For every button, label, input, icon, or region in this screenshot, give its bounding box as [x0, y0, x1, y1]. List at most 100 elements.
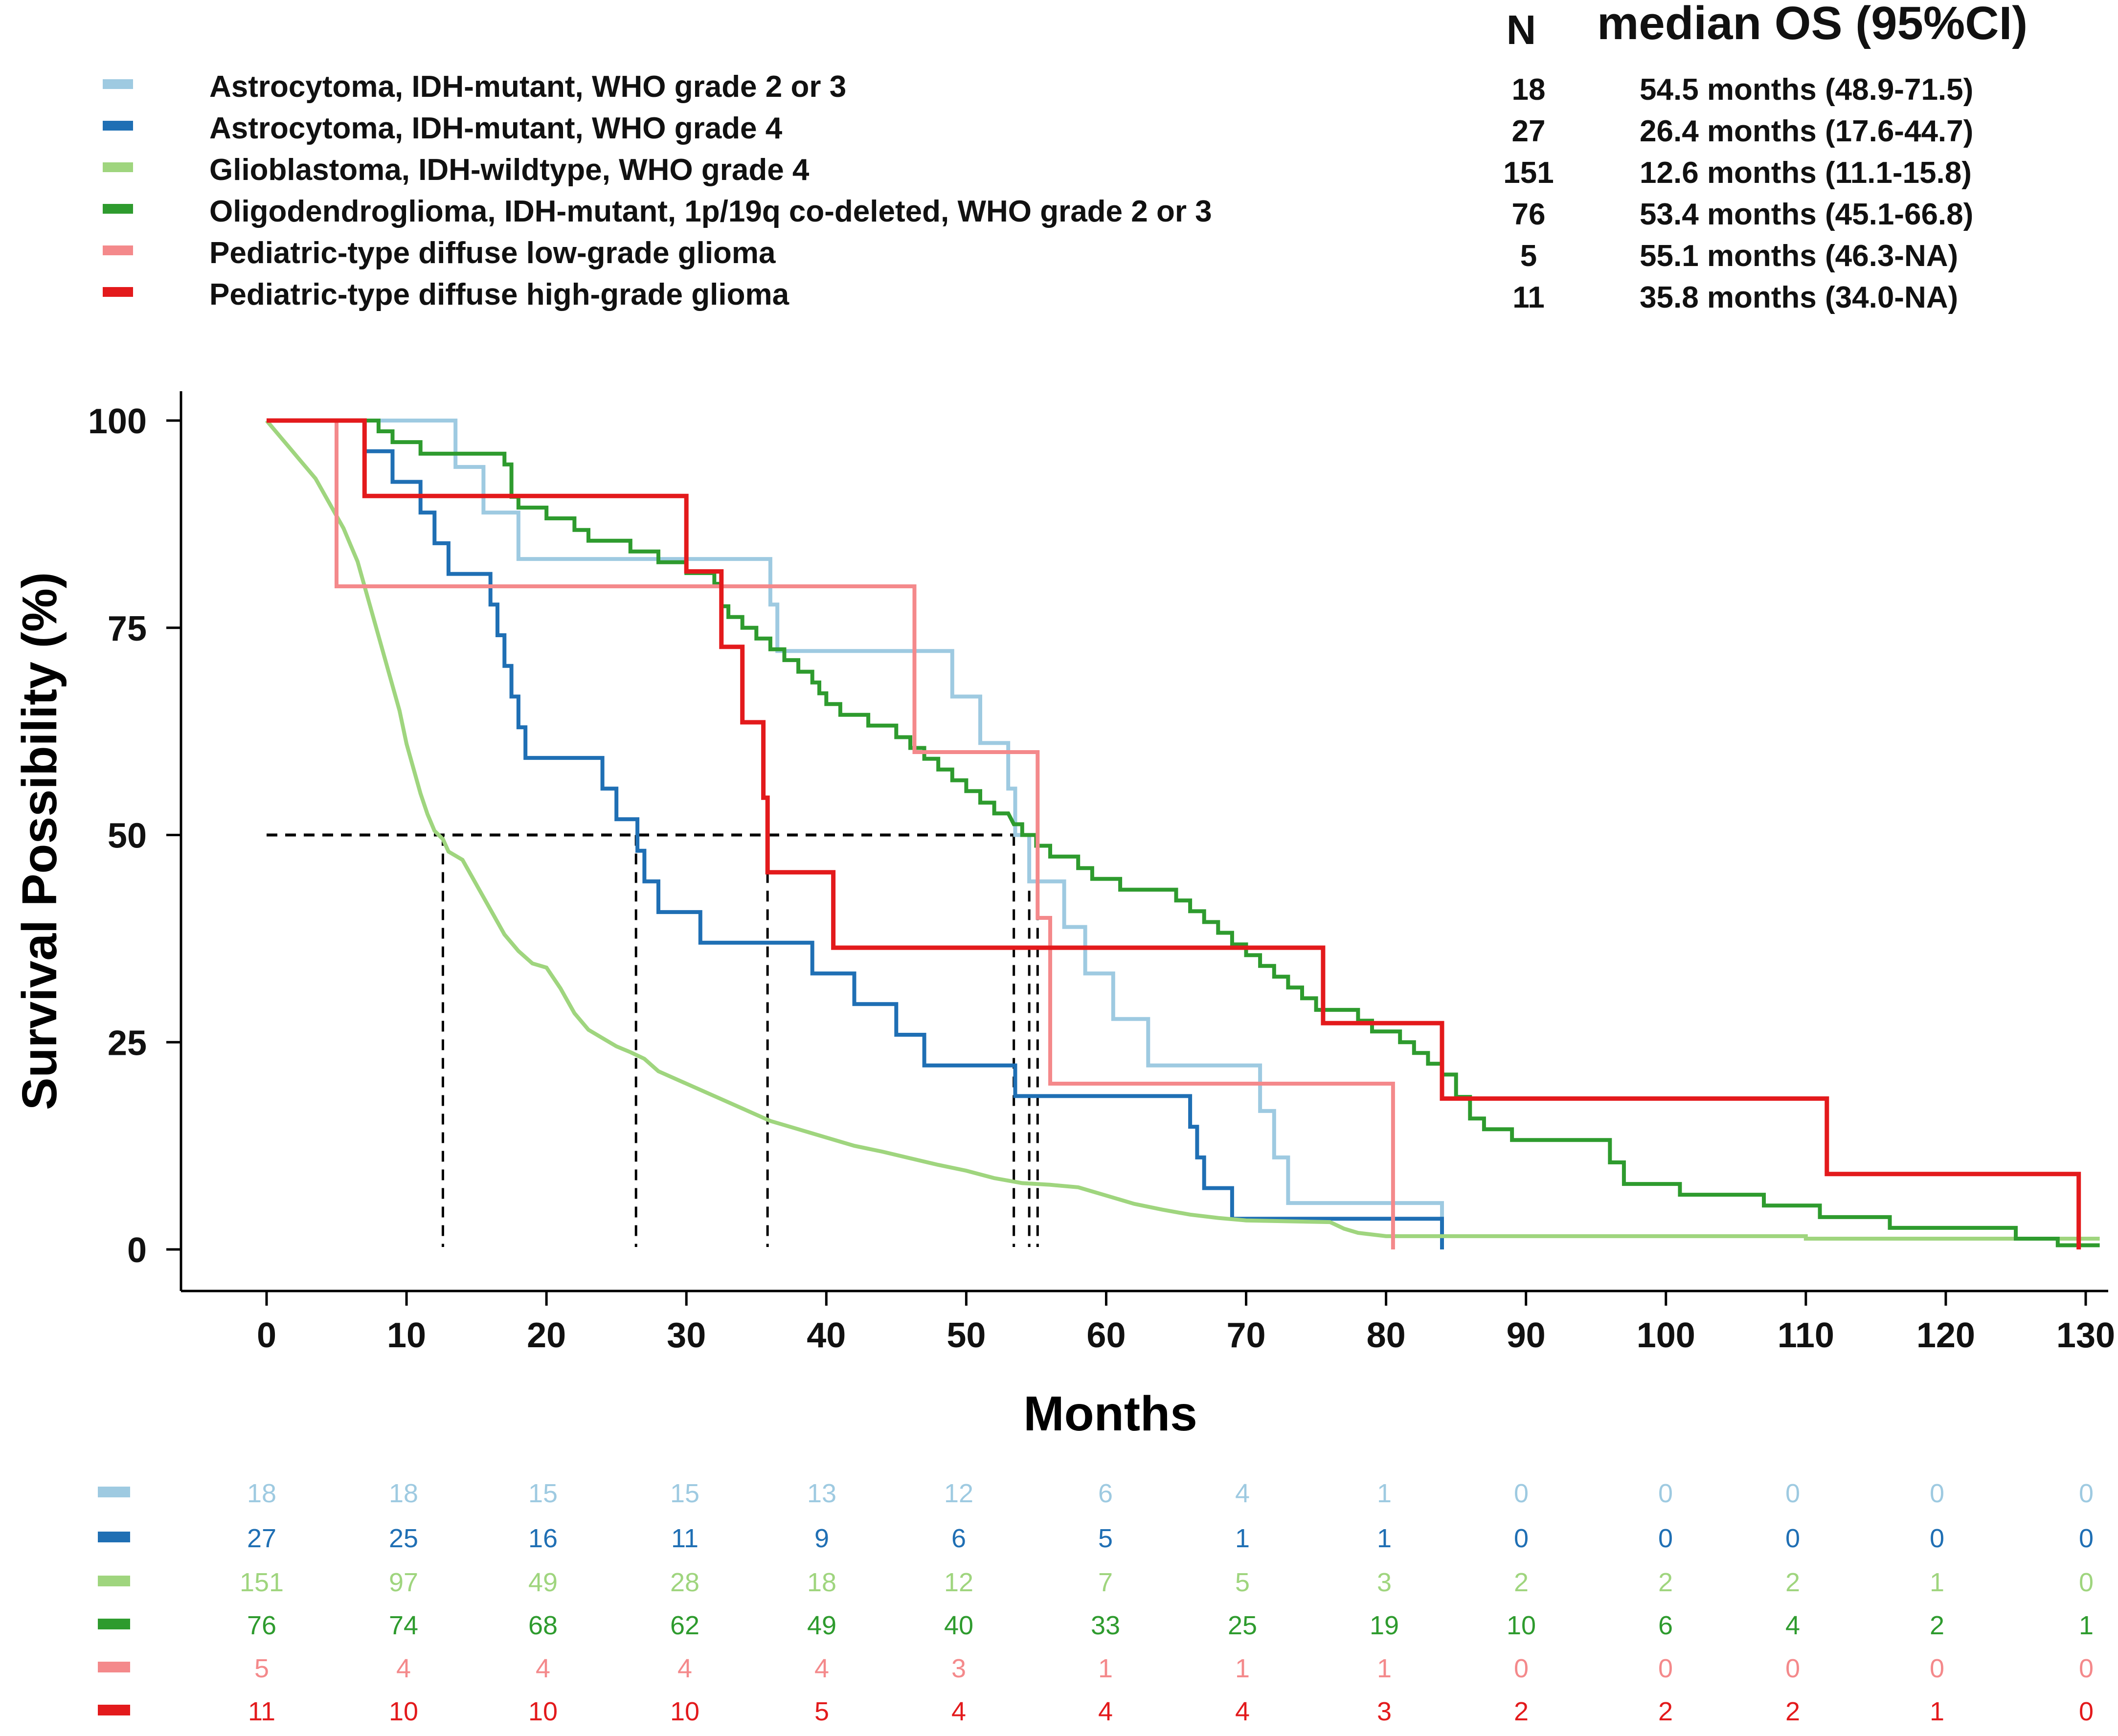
- risk-count: 4: [396, 1654, 411, 1683]
- risk-count: 1: [1377, 1479, 1392, 1508]
- risk-count: 2: [1514, 1568, 1529, 1597]
- x-tick-label: 90: [1507, 1316, 1546, 1355]
- risk-count: 0: [1514, 1524, 1529, 1553]
- risk-count: 1: [2079, 1611, 2094, 1640]
- risk-count: 0: [2079, 1524, 2094, 1553]
- risk-count: 2: [1785, 1568, 1800, 1597]
- risk-count: 11: [671, 1524, 698, 1553]
- risk-count: 97: [389, 1568, 418, 1597]
- risk-count: 1: [1235, 1524, 1250, 1553]
- risk-count: 10: [528, 1697, 558, 1726]
- risk-count: 18: [389, 1479, 418, 1508]
- risk-count: 2: [1658, 1697, 1673, 1726]
- x-tick-label: 100: [1637, 1316, 1695, 1355]
- risk-count: 0: [1785, 1479, 1800, 1508]
- risk-count: 9: [814, 1524, 829, 1553]
- risk-count: 0: [1785, 1524, 1800, 1553]
- risk-count: 4: [814, 1654, 829, 1683]
- risk-count: 3: [951, 1654, 966, 1683]
- risk-count: 1: [1377, 1654, 1392, 1683]
- legend-label-3: Glioblastoma, IDH-wildtype, WHO grade 4: [209, 153, 810, 187]
- risk-count: 1: [1377, 1524, 1392, 1553]
- risk-count: 10: [670, 1697, 699, 1726]
- risk-count: 28: [670, 1568, 699, 1597]
- legend-swatch-4: [103, 204, 133, 214]
- stats-median-5: 55.1 months (46.3-NA): [1640, 239, 1958, 273]
- risk-count: 62: [670, 1611, 699, 1640]
- legend-label-5: Pediatric-type diffuse low-grade glioma: [209, 236, 776, 270]
- survival-curve-3: [265, 419, 2100, 1241]
- stats-median-4: 53.4 months (45.1-66.8): [1640, 198, 1973, 231]
- risk-count: 4: [951, 1697, 966, 1726]
- risk-count: 2: [1658, 1568, 1673, 1597]
- y-tick-label: 100: [88, 402, 147, 441]
- risk-count: 0: [1658, 1654, 1673, 1683]
- risk-count: 4: [677, 1654, 692, 1683]
- x-tick-label: 50: [946, 1316, 986, 1355]
- x-tick-label: 0: [257, 1316, 276, 1355]
- x-tick-label: 60: [1086, 1316, 1126, 1355]
- risk-count: 4: [1098, 1697, 1113, 1726]
- risk-count: 0: [1658, 1524, 1673, 1553]
- risk-count: 2: [1930, 1611, 1944, 1640]
- legend-swatch-2: [103, 121, 133, 131]
- risk-count: 2: [1514, 1697, 1529, 1726]
- risk-count: 27: [247, 1524, 276, 1553]
- risk-count: 10: [1507, 1611, 1536, 1640]
- risk-count: 1: [1235, 1654, 1250, 1683]
- stats-median-6: 35.8 months (34.0-NA): [1640, 281, 1958, 314]
- risk-count: 0: [1930, 1524, 1944, 1553]
- risk-count: 4: [1235, 1479, 1250, 1508]
- stats-median-1: 54.5 months (48.9-71.5): [1640, 73, 1973, 107]
- risk-count: 1: [1098, 1654, 1113, 1683]
- x-tick-label: 80: [1367, 1316, 1406, 1355]
- risk-swatch-4: [98, 1619, 130, 1629]
- risk-count: 1: [1930, 1568, 1944, 1597]
- risk-count: 33: [1091, 1611, 1120, 1640]
- y-ticks: 0 25 50 75 100: [88, 402, 181, 1270]
- risk-count: 4: [1785, 1611, 1800, 1640]
- risk-count: 16: [528, 1524, 558, 1553]
- plot-axes: 0 25 50 75 100 0 10 20 30 40 50 60 70 80 90 100 110 120 1…: [12, 391, 2115, 1441]
- risk-count: 18: [807, 1568, 836, 1597]
- risk-count: 74: [389, 1611, 418, 1640]
- median-guide-lines: [267, 833, 1039, 1247]
- stats-n-5: 5: [1520, 239, 1537, 273]
- x-tick-label: 110: [1778, 1316, 1834, 1355]
- survival-curve-5: [267, 419, 1395, 1249]
- y-tick-label: 25: [108, 1024, 147, 1063]
- risk-count: 1: [1930, 1697, 1944, 1726]
- stats-median-3: 12.6 months (11.1-15.8): [1640, 156, 1972, 190]
- legend-swatch-5: [103, 245, 133, 255]
- risk-count: 0: [1658, 1479, 1673, 1508]
- risk-count: 5: [814, 1697, 829, 1726]
- survival-curve-6: [267, 418, 2081, 1249]
- legend-label-2: Astrocytoma, IDH-mutant, WHO grade 4: [209, 111, 783, 145]
- survival-curves: [265, 418, 2100, 1249]
- risk-count: 0: [2079, 1654, 2094, 1683]
- median-os-table: N median OS (95%CI) 18 54.5 months (48.9-…: [1503, 0, 2028, 314]
- risk-count: 6: [1658, 1611, 1673, 1640]
- risk-count: 0: [1514, 1654, 1529, 1683]
- stats-median-2: 26.4 months (17.6-44.7): [1640, 114, 1973, 148]
- risk-swatch-2: [98, 1532, 130, 1542]
- risk-count: 4: [1235, 1697, 1250, 1726]
- x-tick-label: 10: [387, 1316, 426, 1355]
- risk-count: 0: [2079, 1697, 2094, 1726]
- stats-n-1: 18: [1512, 73, 1546, 107]
- risk-count: 49: [528, 1568, 558, 1597]
- risk-count: 40: [944, 1611, 973, 1640]
- legend: Astrocytoma, IDH-mutant, WHO grade 2 or …: [103, 70, 1212, 312]
- survival-curve-2: [267, 419, 1444, 1249]
- risk-count: 4: [536, 1654, 550, 1683]
- risk-count: 3: [1377, 1697, 1392, 1726]
- number-at-risk-table: 18 18 15 15 13 12 6 4 1 0 0 0 0 027 25 16 11 9 6 5 1 1 0 0 0 0 015…: [98, 1479, 2094, 1726]
- risk-count: 68: [528, 1611, 558, 1640]
- risk-count: 11: [248, 1697, 275, 1726]
- x-tick-label: 120: [1916, 1316, 1975, 1355]
- risk-count: 19: [1370, 1611, 1399, 1640]
- risk-count: 10: [389, 1697, 418, 1726]
- risk-count: 0: [1930, 1654, 1944, 1683]
- risk-count: 0: [2079, 1479, 2094, 1508]
- risk-count: 5: [1098, 1524, 1113, 1553]
